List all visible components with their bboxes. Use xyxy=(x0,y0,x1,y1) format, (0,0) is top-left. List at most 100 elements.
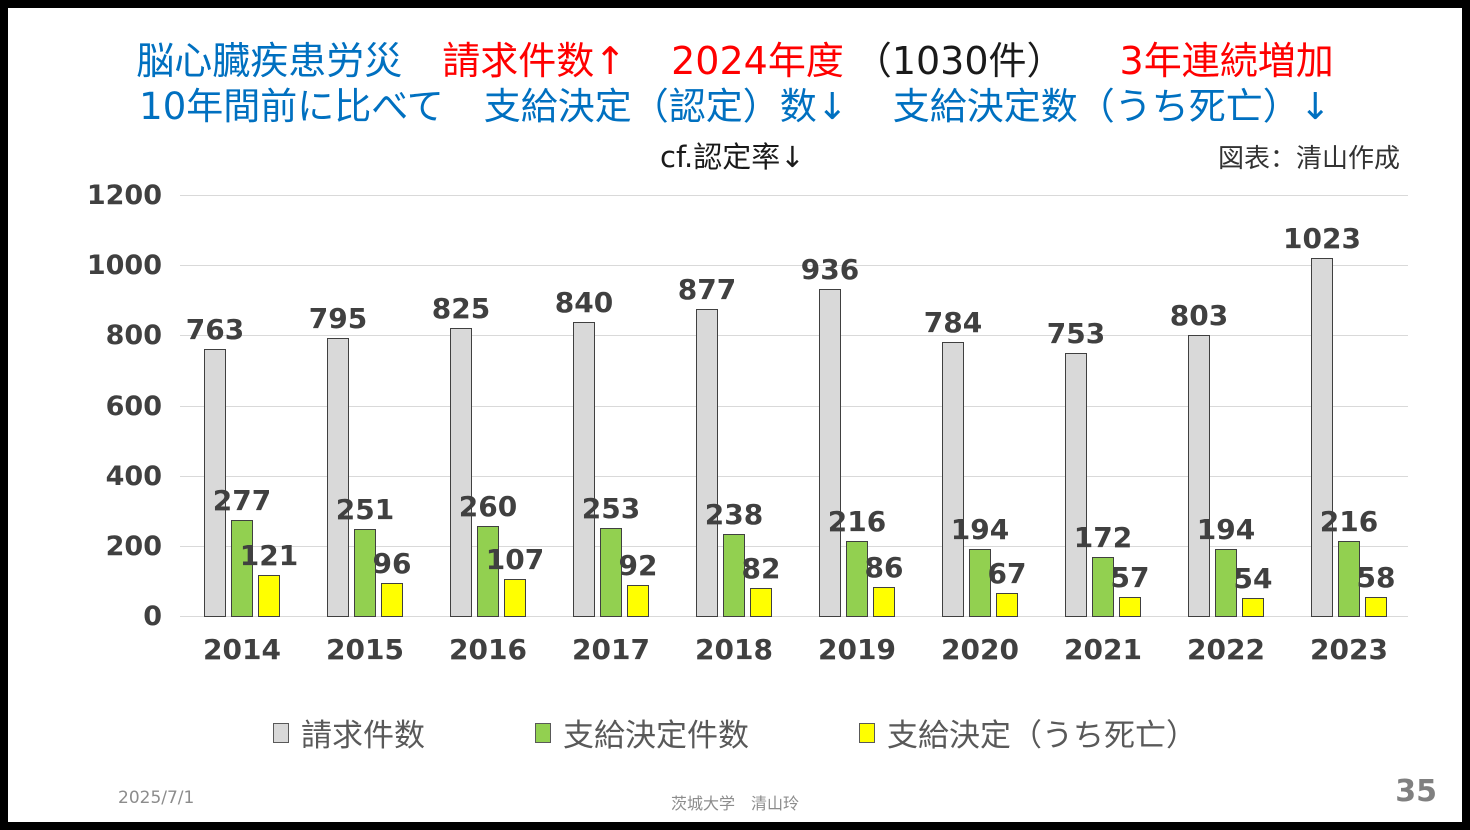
deaths-bar-2023: 58 xyxy=(1357,561,1395,617)
approvals-value-label-2019: 216 xyxy=(827,505,887,538)
bar-group-2017: 840 253 92 xyxy=(555,196,657,617)
approvals-swatch-icon xyxy=(535,722,551,743)
bar-group-2014: 763 277 121 xyxy=(186,196,298,617)
deaths-value-label-2022: 54 xyxy=(1233,562,1273,595)
chart-credit: 図表：清山作成 xyxy=(1217,144,1400,174)
approvals-value-label-2022: 194 xyxy=(1196,513,1256,546)
bar-group-2020: 784 194 67 xyxy=(924,196,1026,617)
x-axis-year-label: 2018 xyxy=(695,633,773,666)
claims-value-label-2022: 803 xyxy=(1169,299,1229,332)
x-axis-year-label: 2023 xyxy=(1310,633,1388,666)
deaths-swatch-icon xyxy=(859,722,875,743)
x-axis-year-label: 2020 xyxy=(941,633,1019,666)
approvals-value-label-2021: 172 xyxy=(1073,521,1133,554)
page-number: 35 xyxy=(1395,774,1437,809)
claims-bar-2016: 825 xyxy=(432,292,490,617)
footer-affiliation: 茨城大学 清山玲 xyxy=(670,794,799,813)
footer-date: 2025/7/1 xyxy=(118,788,195,808)
claims-value-label-2014: 763 xyxy=(185,313,245,346)
deaths-value-label-2019: 86 xyxy=(864,551,904,584)
claims-bar-2015: 795 xyxy=(309,302,367,617)
deaths-bar-2021: 57 xyxy=(1111,561,1149,617)
deaths-value-label-2018: 82 xyxy=(741,552,781,585)
deaths-bar-2014: 121 xyxy=(240,539,298,617)
x-axis-year-label: 2015 xyxy=(326,633,404,666)
deaths-value-label-2015: 96 xyxy=(372,547,412,580)
claims-value-label-2016: 825 xyxy=(431,292,491,325)
legend-label-deaths: 支給決定（うち死亡） xyxy=(887,718,1197,754)
approvals-bar-2019: 216 xyxy=(828,505,886,617)
y-axis-tick-label: 1000 xyxy=(86,250,162,282)
claims-value-label-2017: 840 xyxy=(554,286,614,319)
claims-swatch-icon xyxy=(273,722,289,743)
deaths-value-label-2014: 121 xyxy=(239,539,299,572)
bar-group-2016: 825 260 107 xyxy=(432,196,544,617)
approvals-value-label-2016: 260 xyxy=(458,490,518,523)
deaths-bar-2022: 54 xyxy=(1234,562,1272,617)
approvals-bar-2016: 260 xyxy=(459,490,517,617)
bar-group-2021: 753 172 57 xyxy=(1047,196,1149,617)
deaths-bar-2018: 82 xyxy=(742,552,780,617)
gridline xyxy=(180,616,1408,617)
claims-bar-2014: 763 xyxy=(186,313,244,617)
gridline xyxy=(180,475,1408,477)
claims-value-label-2015: 795 xyxy=(308,302,368,335)
deaths-value-label-2017: 92 xyxy=(618,549,658,582)
approvals-bar-2022: 194 xyxy=(1197,513,1255,617)
headline-note-approval-rate: cf.認定率↓ xyxy=(660,140,805,174)
deaths-value-label-2023: 58 xyxy=(1356,561,1396,594)
approvals-value-label-2015: 251 xyxy=(335,493,395,526)
approvals-value-label-2020: 194 xyxy=(950,513,1010,546)
headline-deaths-down: 支給決定数（うち死亡）↓ xyxy=(892,85,1331,128)
y-axis-tick-label: 1200 xyxy=(86,180,162,211)
claims-value-label-2023: 1023 xyxy=(1283,222,1361,255)
headline-claims-up: 請求件数↑ xyxy=(442,39,627,83)
gridline xyxy=(180,195,1408,196)
gridline xyxy=(180,265,1408,267)
deaths-value-label-2020: 67 xyxy=(987,557,1027,590)
headline-topic: 脳心臓疾患労災 xyxy=(136,39,403,83)
deaths-value-label-2021: 57 xyxy=(1110,561,1150,594)
bar-group-2023: 1023 216 58 xyxy=(1283,196,1395,617)
gridline xyxy=(180,335,1408,337)
approvals-bar-2017: 253 xyxy=(582,492,640,617)
approvals-bar-2021: 172 xyxy=(1074,521,1132,617)
approvals-bar-2018: 238 xyxy=(705,498,763,617)
claims-bar-2019: 936 xyxy=(801,253,859,617)
x-axis-year-label: 2017 xyxy=(572,633,650,666)
legend-item-claims: 請求件数 xyxy=(273,710,425,755)
bar-group-2018: 877 238 82 xyxy=(678,196,780,617)
headline-compared-to-10yrs: 10年間前に比べて xyxy=(139,85,444,128)
legend: 請求件数 支給決定件数 支給決定（うち死亡） xyxy=(8,710,1462,755)
gridline xyxy=(180,405,1408,407)
deaths-value-label-2016: 107 xyxy=(485,543,545,576)
legend-item-deaths: 支給決定（うち死亡） xyxy=(859,710,1197,755)
approvals-bar-2014: 277 xyxy=(213,484,271,617)
bar-group-2022: 803 194 54 xyxy=(1170,196,1272,617)
approvals-bar-2023: 216 xyxy=(1320,505,1378,617)
legend-label-claims: 請求件数 xyxy=(301,718,425,754)
y-axis-tick-label: 400 xyxy=(105,460,162,492)
bar-group-2015: 795 251 96 xyxy=(309,196,411,617)
claims-value-label-2018: 877 xyxy=(677,273,737,306)
headline-line2: 10年間前に比べて 支給決定（認定）数↓ 支給決定数（うち死亡）↓ xyxy=(8,86,1462,128)
headline-line1: 脳心臓疾患労災 請求件数↑ 2024年度 （1030件） 3年連続増加 xyxy=(8,40,1462,82)
claims-bar-2022: 803 xyxy=(1170,299,1228,617)
headline-three-year-increase: 3年連続増加 xyxy=(1119,39,1334,83)
bar-group-2019: 936 216 86 xyxy=(801,196,903,617)
approvals-bar-2020: 194 xyxy=(951,513,1009,617)
x-axis-year-label: 2016 xyxy=(449,633,527,666)
chart-plot: 0 200 400 600 800 1000 1200 763 277 121 2014 795 251… xyxy=(87,180,1408,666)
approvals-value-label-2014: 277 xyxy=(212,484,272,517)
claims-value-label-2019: 936 xyxy=(800,253,860,286)
headline-approvals-down: 支給決定（認定）数↓ xyxy=(483,85,848,128)
y-axis-tick-label: 800 xyxy=(105,320,162,352)
claims-bar-2021: 753 xyxy=(1047,317,1105,617)
x-axis-year-label: 2014 xyxy=(203,633,281,666)
headline-fiscal-year: 2024年度 xyxy=(671,39,844,83)
approvals-bar-2015: 251 xyxy=(336,493,394,617)
headline-case-count: （1030件） xyxy=(853,39,1065,83)
claims-value-label-2020: 784 xyxy=(923,306,983,339)
deaths-bar-2015: 96 xyxy=(373,547,411,617)
